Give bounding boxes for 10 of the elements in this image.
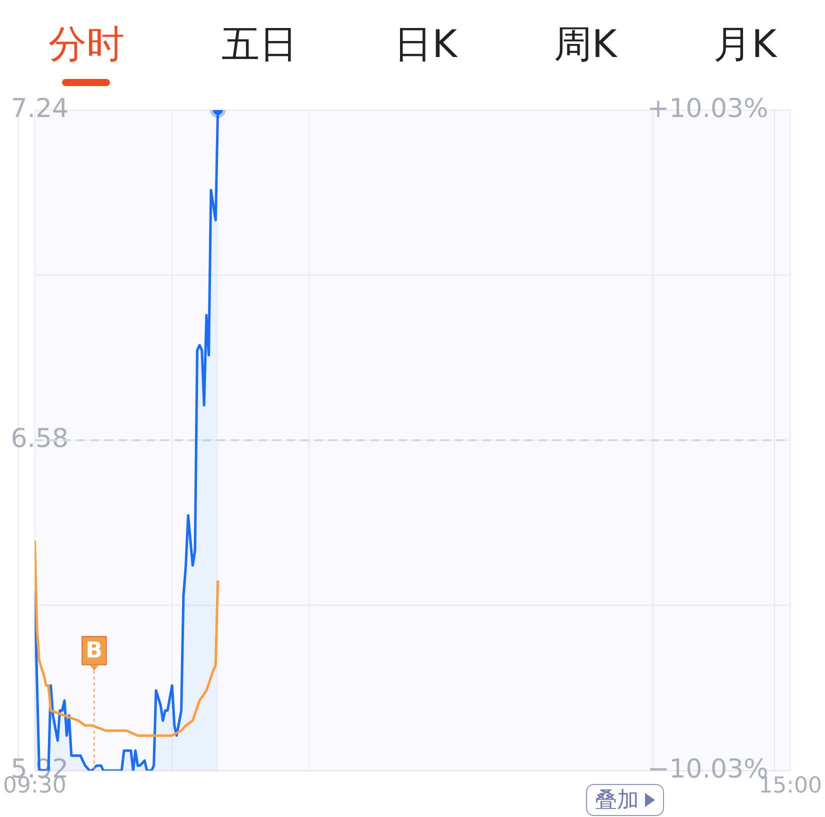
annotation: B: [86, 638, 103, 664]
text: 周K: [554, 22, 617, 66]
y-tick-label: 6.58: [10, 424, 69, 454]
text: 叠加: [595, 787, 639, 815]
text: 五日: [221, 22, 298, 66]
text: 日K: [394, 22, 458, 66]
y-tick-label: 7.24: [10, 94, 69, 124]
y2-tick-label: +10.03%: [647, 94, 768, 124]
text: 月K: [714, 22, 777, 66]
text: 分时: [48, 22, 124, 66]
